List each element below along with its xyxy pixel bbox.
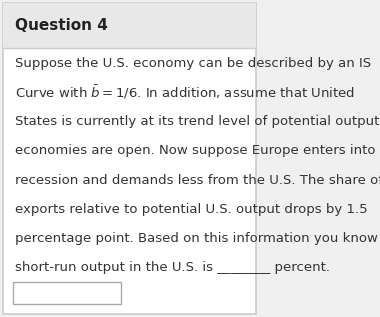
Text: exports relative to potential U.S. output drops by 1.5: exports relative to potential U.S. outpu…: [16, 203, 368, 216]
Text: economies are open. Now suppose Europe enters into a: economies are open. Now suppose Europe e…: [16, 144, 380, 158]
Text: Curve with $\bar{b} = 1/6$. In addition, assume that United: Curve with $\bar{b} = 1/6$. In addition,…: [16, 84, 356, 101]
FancyBboxPatch shape: [13, 282, 122, 304]
Text: short-run output in the U.S. is ________ percent.: short-run output in the U.S. is ________…: [16, 261, 331, 274]
Text: Question 4: Question 4: [16, 18, 108, 33]
Text: States is currently at its trend level of potential output. All: States is currently at its trend level o…: [16, 115, 380, 128]
Text: recession and demands less from the U.S. The share of U.S.: recession and demands less from the U.S.…: [16, 173, 380, 187]
FancyBboxPatch shape: [3, 3, 256, 48]
FancyBboxPatch shape: [3, 3, 256, 314]
Text: percentage point. Based on this information you know that: percentage point. Based on this informat…: [16, 232, 380, 245]
Text: Suppose the U.S. economy can be described by an IS: Suppose the U.S. economy can be describe…: [16, 57, 372, 70]
